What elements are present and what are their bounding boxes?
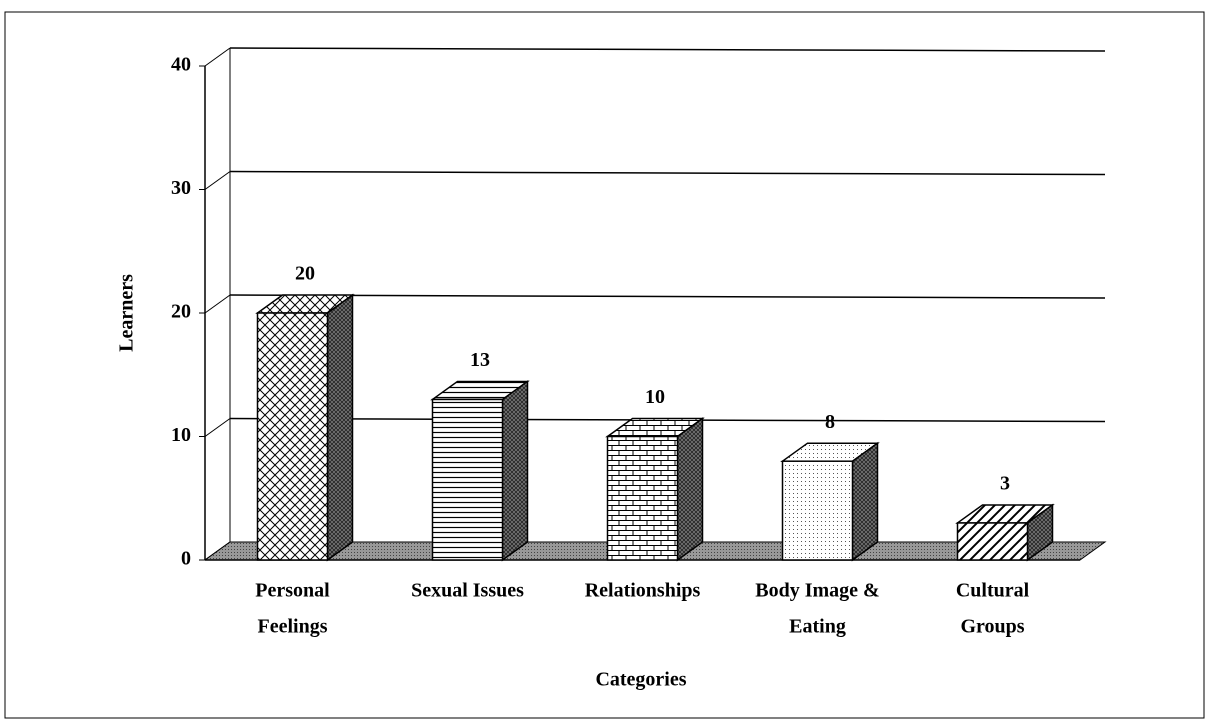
grid-line bbox=[229, 47, 1106, 52]
bar bbox=[256, 312, 329, 561]
bar-side bbox=[851, 441, 879, 562]
bar-side bbox=[676, 417, 704, 562]
bar-side bbox=[326, 293, 354, 562]
x-tick-label: Sexual Issues bbox=[411, 580, 524, 602]
grid-line bbox=[229, 170, 1106, 176]
bar-side bbox=[501, 379, 529, 562]
y-tick-label: 30 bbox=[171, 177, 191, 199]
value-label: 3 bbox=[1000, 473, 1010, 495]
y-tick-label: 20 bbox=[171, 301, 191, 323]
grid-side bbox=[204, 47, 231, 67]
x-tick-label: Cultural bbox=[956, 580, 1030, 602]
y-axis-label: Learners bbox=[116, 274, 138, 352]
value-label: 8 bbox=[825, 411, 835, 433]
grid-line bbox=[229, 294, 1106, 299]
bar bbox=[781, 460, 854, 561]
x-tick-label: Feelings bbox=[258, 616, 328, 638]
x-tick-label: Body Image & bbox=[755, 580, 879, 602]
grid-side bbox=[204, 294, 231, 314]
value-label: 13 bbox=[470, 349, 490, 371]
x-tick-label: Relationships bbox=[585, 580, 701, 602]
value-label: 20 bbox=[295, 263, 315, 285]
bar bbox=[431, 398, 504, 561]
x-axis-label: Categories bbox=[595, 669, 686, 691]
grid-side bbox=[204, 171, 231, 190]
x-tick-label: Eating bbox=[789, 616, 846, 638]
x-tick-label: Personal bbox=[255, 580, 330, 602]
x-tick-label: Groups bbox=[960, 616, 1024, 638]
bar bbox=[956, 522, 1029, 561]
y-tick-label: 40 bbox=[171, 54, 191, 76]
bar bbox=[606, 435, 679, 561]
value-label: 10 bbox=[645, 386, 665, 408]
grid-side bbox=[204, 418, 231, 437]
y-tick-label: 0 bbox=[181, 548, 191, 570]
frame bbox=[4, 11, 1205, 719]
y-tick-label: 10 bbox=[171, 424, 191, 446]
